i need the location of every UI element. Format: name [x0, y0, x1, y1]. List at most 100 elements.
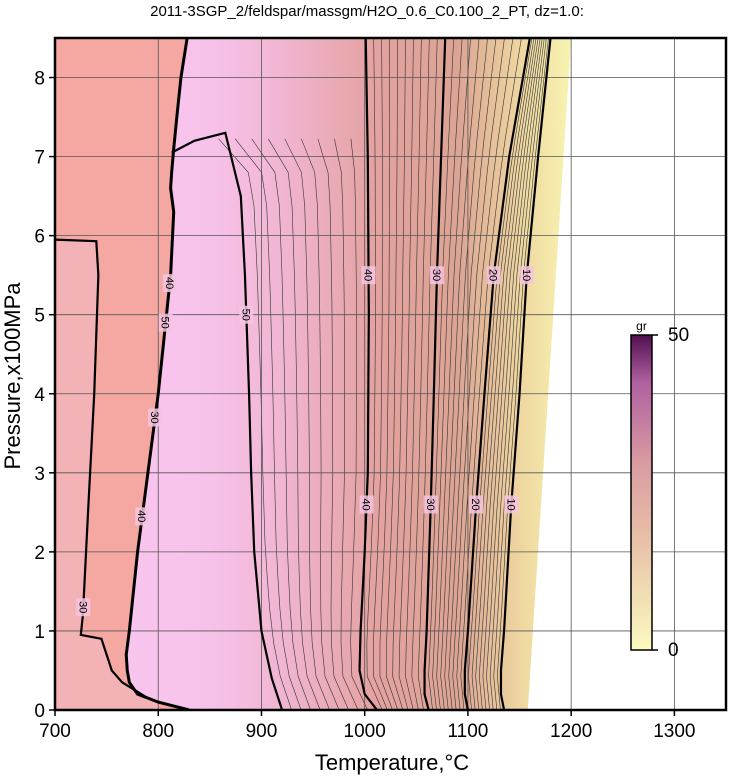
minor-contour [444, 38, 488, 710]
contour-label: 30 [76, 601, 88, 613]
minor-contour [373, 38, 388, 710]
contour-line [358, 38, 378, 710]
contour-label: 10 [504, 498, 516, 510]
minor-contour [386, 38, 399, 710]
contour-label: 30 [424, 498, 436, 510]
colorbar-tick-label: 50 [668, 325, 689, 346]
contour-label-bg [76, 598, 91, 617]
contour-label: 30 [148, 411, 160, 423]
contour-label: 40 [135, 510, 147, 522]
contour-label-group: 20 [486, 266, 501, 285]
field [55, 38, 572, 710]
axes: 700 800 900 1000 1100 1200 1300 0 1 2 3 4 5 6 7 8 gr 0 50 [34, 36, 728, 742]
contour-label-group: 20 [469, 495, 484, 514]
x-tick-label: 800 [142, 721, 174, 742]
minor-contour [267, 138, 321, 710]
minor-contour [366, 38, 383, 710]
contour-label-bg [519, 266, 534, 285]
contour-label-group: 40 [359, 495, 374, 514]
minor-contour [432, 38, 463, 710]
minor-contour [448, 38, 497, 710]
minor-contour [478, 38, 539, 710]
x-tick-label: 1000 [344, 721, 386, 742]
minor-contour [489, 38, 545, 710]
minor-contour [436, 38, 471, 710]
contour-label-group: 10 [504, 495, 519, 514]
minor-contour [471, 38, 535, 710]
minor-contour [301, 138, 340, 710]
contour-label: 50 [239, 309, 251, 321]
y-tick-label: 2 [34, 543, 45, 564]
contour-label: 40 [360, 498, 372, 510]
y-tick-label: 6 [34, 227, 45, 248]
minor-contour [392, 38, 406, 710]
minor-contour [428, 38, 454, 710]
minor-contour [456, 38, 514, 710]
minor-contour [334, 138, 359, 710]
contour-label: 30 [430, 269, 442, 281]
colorbar-label: gr [636, 319, 647, 333]
minor-contour [497, 38, 549, 710]
contour-label: 20 [469, 498, 481, 510]
minor-contour [452, 38, 505, 710]
minor-contour [234, 138, 302, 710]
minor-contour [405, 38, 422, 710]
contour-label: 10 [520, 269, 532, 281]
minor-contour [482, 38, 541, 710]
contour-label-bg [158, 313, 173, 332]
minor-contour [475, 38, 537, 710]
y-tick-label: 1 [34, 622, 45, 643]
y-tick-label: 5 [34, 306, 45, 327]
contour-line [171, 131, 284, 710]
x-tick-label: 700 [39, 721, 71, 742]
minor-contour [417, 38, 438, 710]
minor-contour [251, 138, 311, 710]
minor-contour [486, 38, 543, 710]
chart-title: 2011-3SGP_2/feldspar/massgm/H2O_0.6_C0.1… [150, 3, 584, 20]
contour-label: 20 [487, 269, 499, 281]
plot-frame [53, 36, 728, 712]
x-axis-label: Temperature,°C [315, 750, 469, 775]
minor-contour [411, 38, 430, 710]
phase-boundary [124, 38, 190, 710]
minor-contour [468, 38, 533, 710]
x-tick-label: 1200 [550, 721, 592, 742]
minor-contour [460, 38, 522, 710]
contour-label: 40 [163, 277, 175, 289]
x-tick-label: 1300 [653, 721, 695, 742]
contour-label-bg [361, 266, 376, 285]
minor-contour [284, 138, 330, 710]
contour-label-group: 40 [361, 266, 376, 285]
contour-label-bg [429, 266, 444, 285]
inner-region [55, 239, 159, 710]
x-tick-label: 1100 [447, 721, 488, 742]
contour-label-group: 30 [76, 598, 91, 617]
y-tick-label: 0 [34, 701, 45, 722]
contour-label-bg [162, 274, 177, 293]
contour-label-bg [359, 495, 374, 514]
minor-contour [493, 38, 547, 710]
contour-label-group: 30 [423, 495, 438, 514]
minor-contour [317, 138, 349, 710]
y-tick-label: 3 [34, 464, 45, 485]
contour-label-group: 10 [519, 266, 534, 285]
contour-line [55, 238, 159, 704]
left-region [55, 38, 190, 710]
y-axis-label: Pressure,x100MPa [0, 282, 25, 470]
x-tick-label: 900 [246, 721, 278, 742]
contour-label-group: 30 [148, 408, 163, 427]
contour-label-bg [469, 495, 484, 514]
contour-label: 40 [362, 269, 374, 281]
contour-label-bg [486, 266, 501, 285]
contour-label-bg [148, 408, 163, 427]
minor-contour [440, 38, 480, 710]
contour-label-bg [423, 495, 438, 514]
y-tick-label: 8 [34, 69, 45, 90]
contour-label-group: 40 [162, 274, 177, 293]
contour-label: 50 [159, 316, 171, 328]
contour-label-bg [239, 305, 254, 324]
contour-label-bg [135, 507, 150, 526]
contour-label-group: 50 [239, 305, 254, 324]
contour-label-group: 30 [429, 266, 444, 285]
